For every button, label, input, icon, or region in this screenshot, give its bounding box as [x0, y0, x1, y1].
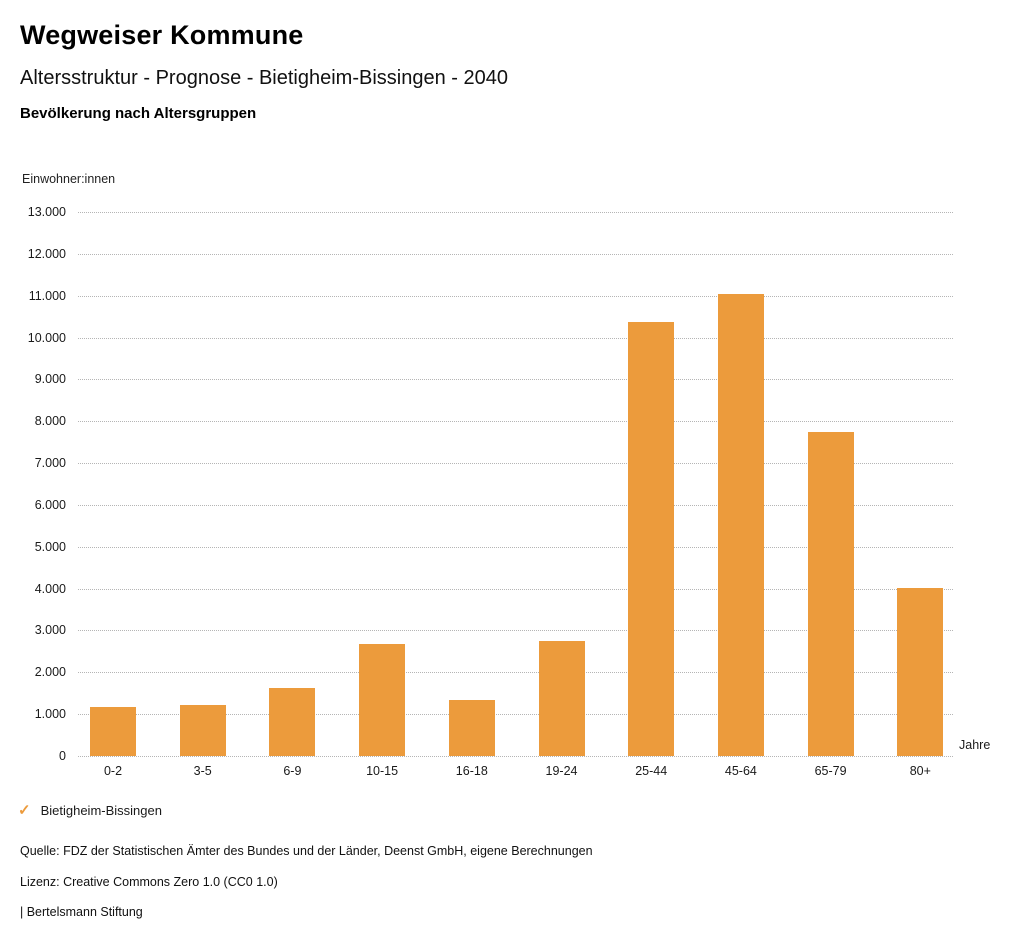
- y-tick-label: 2.000: [34, 665, 66, 680]
- brand-text: | Bertelsmann Stiftung: [20, 905, 143, 919]
- x-tick-label: 65-79: [814, 764, 847, 778]
- y-tick-label: 4.000: [34, 581, 66, 596]
- gridline: [78, 588, 953, 590]
- bar-19-24[interactable]: [538, 640, 585, 756]
- y-tick-label: 12.000: [27, 246, 66, 261]
- y-tick-label: 10.000: [27, 330, 66, 345]
- x-tick-label: 16-18: [455, 764, 488, 778]
- bar-65-79[interactable]: [807, 431, 854, 756]
- app-title: Wegweiser Kommune: [20, 20, 304, 50]
- gridline: [78, 504, 953, 506]
- bar-10-15[interactable]: [359, 644, 406, 756]
- bar-16-18[interactable]: [448, 699, 495, 756]
- legend-check-icon: ✓: [18, 802, 31, 819]
- chart-title: Altersstruktur - Prognose - Bietigheim-B…: [20, 67, 508, 89]
- x-axis-title: Jahre: [959, 738, 991, 752]
- y-tick-label: 3.000: [34, 623, 66, 638]
- gridline: [78, 463, 953, 465]
- chart-subtitle: Bevölkerung nach Altersgruppen: [20, 105, 257, 122]
- x-tick-label: 6-9: [283, 764, 302, 778]
- y-tick-label: 6.000: [34, 497, 66, 512]
- license-text: Lizenz: Creative Commons Zero 1.0 (CC0 1…: [20, 875, 278, 889]
- gridline: [78, 546, 953, 548]
- gridline: [78, 295, 953, 297]
- y-tick-label: 9.000: [34, 372, 66, 387]
- y-tick-label: 11.000: [28, 288, 66, 303]
- bar-0-2[interactable]: [90, 707, 136, 756]
- y-tick-label: 13.000: [27, 205, 66, 219]
- x-tick-label: 10-15: [366, 764, 399, 778]
- legend-label: Bietigheim-Bissingen: [40, 803, 162, 818]
- x-tick-label: 3-5: [193, 764, 212, 778]
- bar-chart-plot-area: Jahre 0 1.000 2.000 3.000 4.000 5.000 6.000 7.0…: [28, 205, 991, 778]
- bar-80+[interactable]: [897, 587, 944, 756]
- gridline: [78, 714, 953, 716]
- bar-6-9[interactable]: [269, 687, 316, 756]
- y-tick-label: 8.000: [34, 414, 66, 429]
- legend-item-bietigheim-bissingen[interactable]: ✓ Bietigheim-Bissingen: [18, 803, 162, 818]
- gridline: [78, 212, 953, 213]
- gridline: [78, 756, 953, 757]
- y-tick-label: 1.000: [34, 707, 66, 722]
- y-tick-label: 0: [59, 749, 66, 763]
- y-tick-label: 5.000: [34, 539, 66, 554]
- y-axis-title: Einwohner:innen: [22, 172, 116, 186]
- bar-25-44[interactable]: [628, 322, 675, 756]
- x-tick-label: 45-64: [724, 764, 757, 778]
- gridline: [78, 672, 953, 674]
- gridline: [78, 253, 953, 255]
- source-text: Quelle: FDZ der Statistischen Ämter des …: [20, 844, 593, 858]
- bar-45-64[interactable]: [717, 294, 764, 756]
- x-tick-label: 0-2: [103, 764, 123, 778]
- x-tick-label: 25-44: [635, 764, 668, 778]
- x-tick-label: 80+: [909, 764, 931, 778]
- gridline: [78, 379, 953, 381]
- bar-3-5[interactable]: [179, 705, 226, 756]
- x-tick-label: 19-24: [545, 764, 578, 778]
- gridline: [78, 630, 953, 632]
- gridline: [78, 337, 953, 339]
- gridline: [78, 421, 953, 423]
- y-tick-label: 7.000: [34, 456, 66, 471]
